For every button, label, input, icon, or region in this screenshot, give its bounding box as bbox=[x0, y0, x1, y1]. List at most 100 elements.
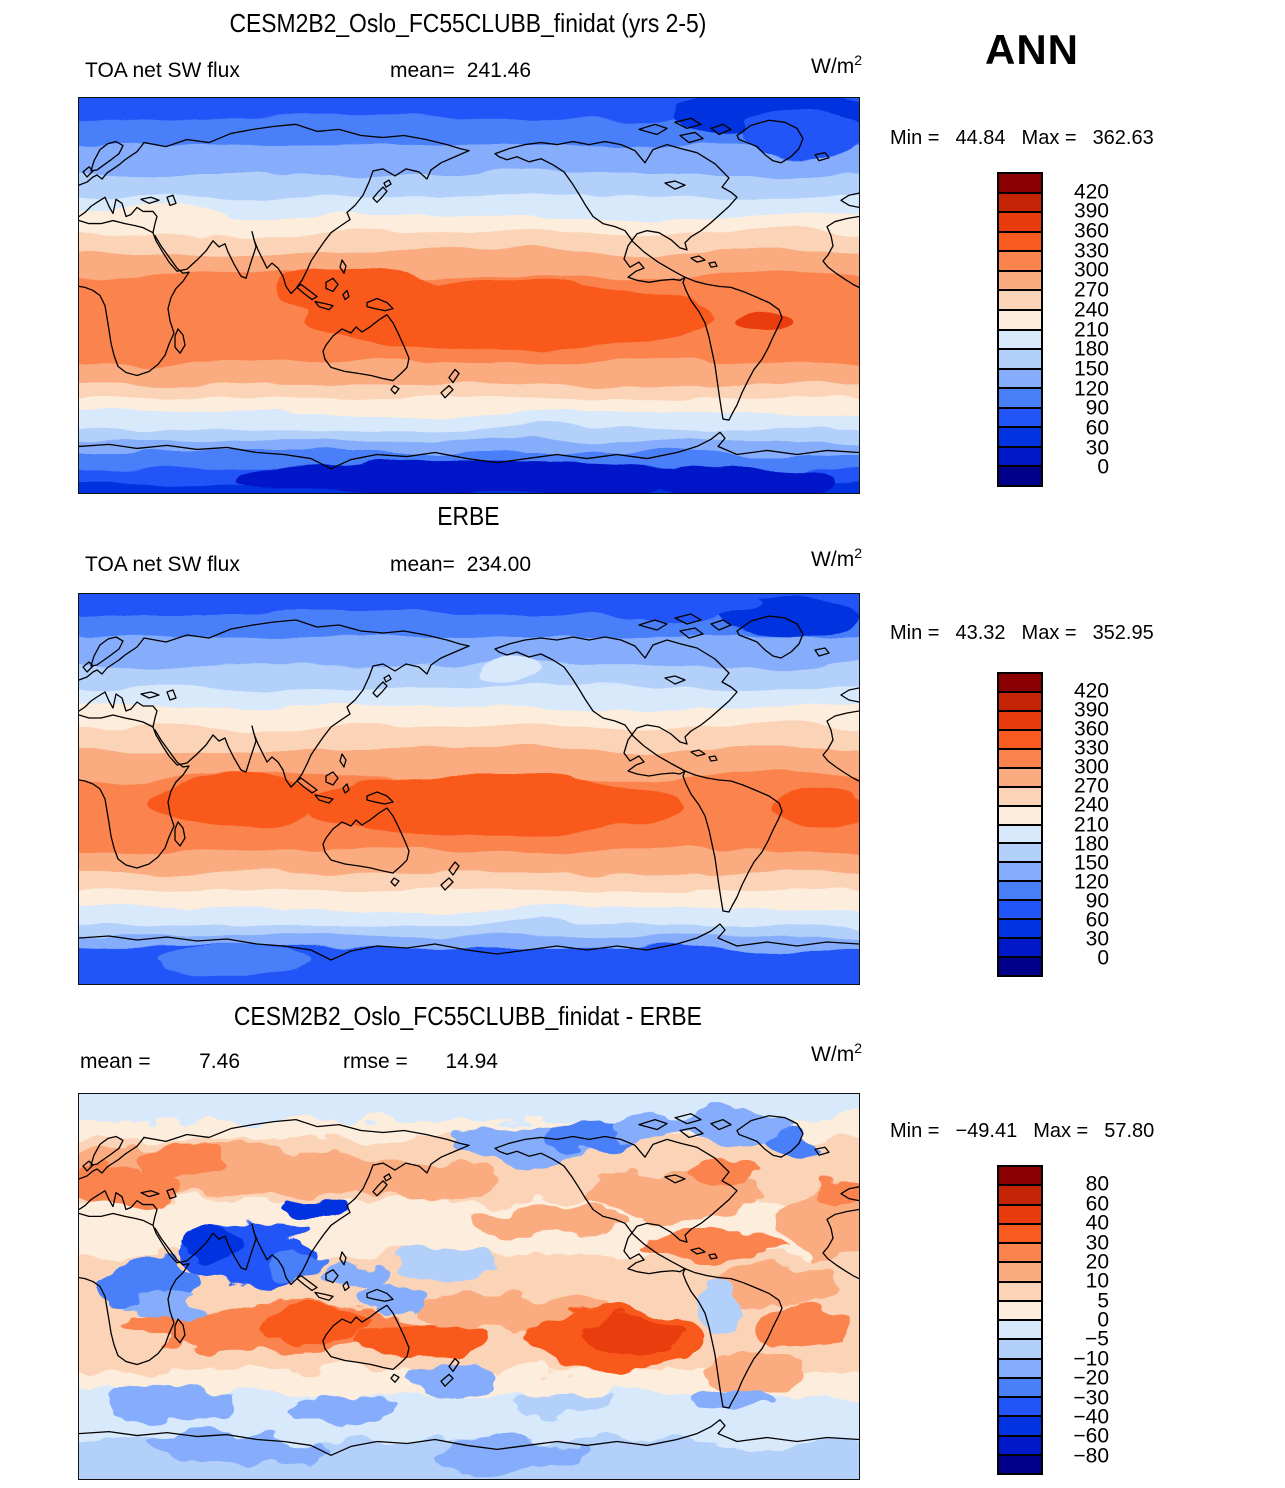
map-field bbox=[79, 1094, 859, 1479]
colorbar-tick-label: −40 bbox=[1073, 1405, 1109, 1429]
mean-label: mean= bbox=[390, 553, 455, 576]
max-label: Max = bbox=[1021, 127, 1077, 149]
colorbar-tick-labels: 420 390 360 330 300 270 240 210 180 150 120 90 60 30 0 bbox=[1051, 172, 1109, 487]
colorbar-cell bbox=[999, 766, 1041, 786]
colorbar-cell bbox=[999, 1396, 1041, 1416]
colorbar-cell bbox=[999, 308, 1041, 329]
contour-band bbox=[79, 98, 859, 120]
colorbar-tick-label: −5 bbox=[1085, 1327, 1109, 1351]
contour-feature bbox=[110, 1386, 235, 1418]
colorbar-cell bbox=[999, 674, 1041, 691]
contour-band bbox=[79, 726, 859, 752]
panel-obs-title: ERBE bbox=[436, 501, 500, 531]
colorbar-tick-label: 240 bbox=[1073, 298, 1109, 322]
colorbar-tick-label: 60 bbox=[1085, 1192, 1109, 1216]
panel-obs-minmax: Min = 43.32 Max = 352.95 bbox=[890, 622, 1154, 645]
colorbar-tick-label: 120 bbox=[1073, 870, 1109, 894]
colorbar-tick-label: 90 bbox=[1085, 396, 1109, 420]
colorbar-tick-label: 360 bbox=[1073, 219, 1109, 243]
panel-obs-units: W/m2 bbox=[811, 545, 862, 571]
mean-value: 241.46 bbox=[466, 59, 532, 82]
colorbar-tick-label: −80 bbox=[1073, 1444, 1109, 1468]
colorbar-cell bbox=[999, 328, 1041, 349]
colorbar-tick-label: 210 bbox=[1073, 813, 1109, 836]
colorbar-tick-label: −60 bbox=[1073, 1424, 1109, 1448]
min-value: 44.84 bbox=[955, 127, 1006, 149]
contour-feature bbox=[297, 192, 376, 217]
colorbar-cell bbox=[999, 445, 1041, 466]
world-map-model bbox=[78, 97, 860, 494]
colorbar-cell bbox=[999, 211, 1041, 231]
colorbar-cell bbox=[999, 191, 1041, 212]
panel-model-title: CESM2B2_Oslo_FC55CLUBB_finidat (yrs 2-5) bbox=[229, 8, 707, 38]
contour-band bbox=[79, 216, 859, 235]
colorbar-tick-label: −10 bbox=[1073, 1347, 1109, 1371]
colorbar-cell bbox=[999, 1242, 1041, 1262]
world-map-difference bbox=[78, 1093, 860, 1480]
diff-mean-value: 7.46 bbox=[199, 1050, 240, 1073]
contour-band bbox=[79, 196, 859, 219]
contour-feature bbox=[710, 1359, 805, 1391]
colorbar-cells bbox=[997, 672, 1043, 977]
contour-band bbox=[79, 232, 859, 255]
colorbar-cell bbox=[999, 1167, 1041, 1185]
contour-feature bbox=[469, 1205, 625, 1237]
colorbar-cell bbox=[999, 1376, 1041, 1396]
colorbar-cell bbox=[999, 269, 1041, 290]
contour-feature bbox=[281, 1197, 345, 1222]
min-value: 43.32 bbox=[955, 622, 1006, 644]
colorbar-tick-label: 10 bbox=[1085, 1269, 1109, 1293]
contour-feature bbox=[586, 1317, 680, 1356]
colorbar-cell bbox=[999, 747, 1041, 767]
colorbar-tick-label: 420 bbox=[1073, 679, 1109, 703]
contour-band bbox=[79, 890, 859, 912]
contour-feature bbox=[79, 1167, 181, 1206]
colorbar-tick-label: 270 bbox=[1073, 278, 1109, 302]
colorbar-tick-labels: 80 60 40 30 20 10 5 0 −5 −10 −20 −30 −40 −60 −80 bbox=[1051, 1165, 1109, 1475]
contour-band bbox=[79, 851, 859, 873]
colorbar-tick-label: 300 bbox=[1073, 258, 1109, 282]
min-label: Min = bbox=[890, 1120, 940, 1142]
contour-band bbox=[79, 382, 859, 401]
contour-band bbox=[79, 664, 859, 690]
contour-feature bbox=[274, 267, 446, 316]
colorbar-tick-label: 300 bbox=[1073, 755, 1109, 779]
contour-feature bbox=[476, 660, 540, 684]
contour-feature bbox=[359, 1325, 485, 1356]
colorbar-cell bbox=[999, 823, 1041, 843]
contour-feature bbox=[328, 1263, 391, 1287]
panel-diff-units: W/m2 bbox=[811, 1040, 862, 1066]
colorbar-tick-label: 60 bbox=[1085, 908, 1109, 932]
min-label: Min = bbox=[890, 622, 940, 644]
contour-feature bbox=[609, 1113, 688, 1145]
contour-feature bbox=[305, 773, 680, 836]
colorbar-cell bbox=[999, 465, 1041, 485]
panel-model-variable-label: TOA net SW flux bbox=[85, 59, 240, 82]
colorbar-model: 420 390 360 330 300 270 240 210 180 150 120 90 60 30 0 bbox=[997, 172, 1117, 487]
panel-model-minmax: Min = 44.84 Max = 362.63 bbox=[890, 127, 1154, 150]
colorbar-cell bbox=[999, 1453, 1041, 1473]
colorbar-cell bbox=[999, 1261, 1041, 1281]
colorbar-tick-label: 180 bbox=[1073, 337, 1109, 361]
colorbar-tick-label: 330 bbox=[1073, 736, 1109, 760]
colorbar-cell bbox=[999, 1280, 1041, 1300]
contour-feature bbox=[734, 311, 797, 335]
contour-feature bbox=[141, 1432, 329, 1464]
contour-feature bbox=[515, 1390, 610, 1414]
contour-feature bbox=[133, 1144, 228, 1175]
contour-band bbox=[79, 636, 859, 667]
colorbar-cell bbox=[999, 1184, 1041, 1204]
colorbar-cell bbox=[999, 1203, 1041, 1223]
max-value: 362.63 bbox=[1092, 127, 1154, 149]
contour-feature bbox=[718, 1263, 844, 1310]
contour-feature bbox=[695, 1282, 742, 1329]
colorbar-cell bbox=[999, 880, 1041, 900]
contour-feature bbox=[180, 1228, 243, 1260]
max-value: 57.80 bbox=[1104, 1120, 1155, 1142]
contour-band bbox=[79, 925, 859, 940]
contour-feature bbox=[757, 1309, 852, 1349]
colorbar-cell bbox=[999, 1299, 1041, 1319]
contour-feature bbox=[648, 465, 836, 493]
colorbar-cell bbox=[999, 899, 1041, 919]
panel-model-mean: mean= 241.46 bbox=[390, 59, 531, 83]
